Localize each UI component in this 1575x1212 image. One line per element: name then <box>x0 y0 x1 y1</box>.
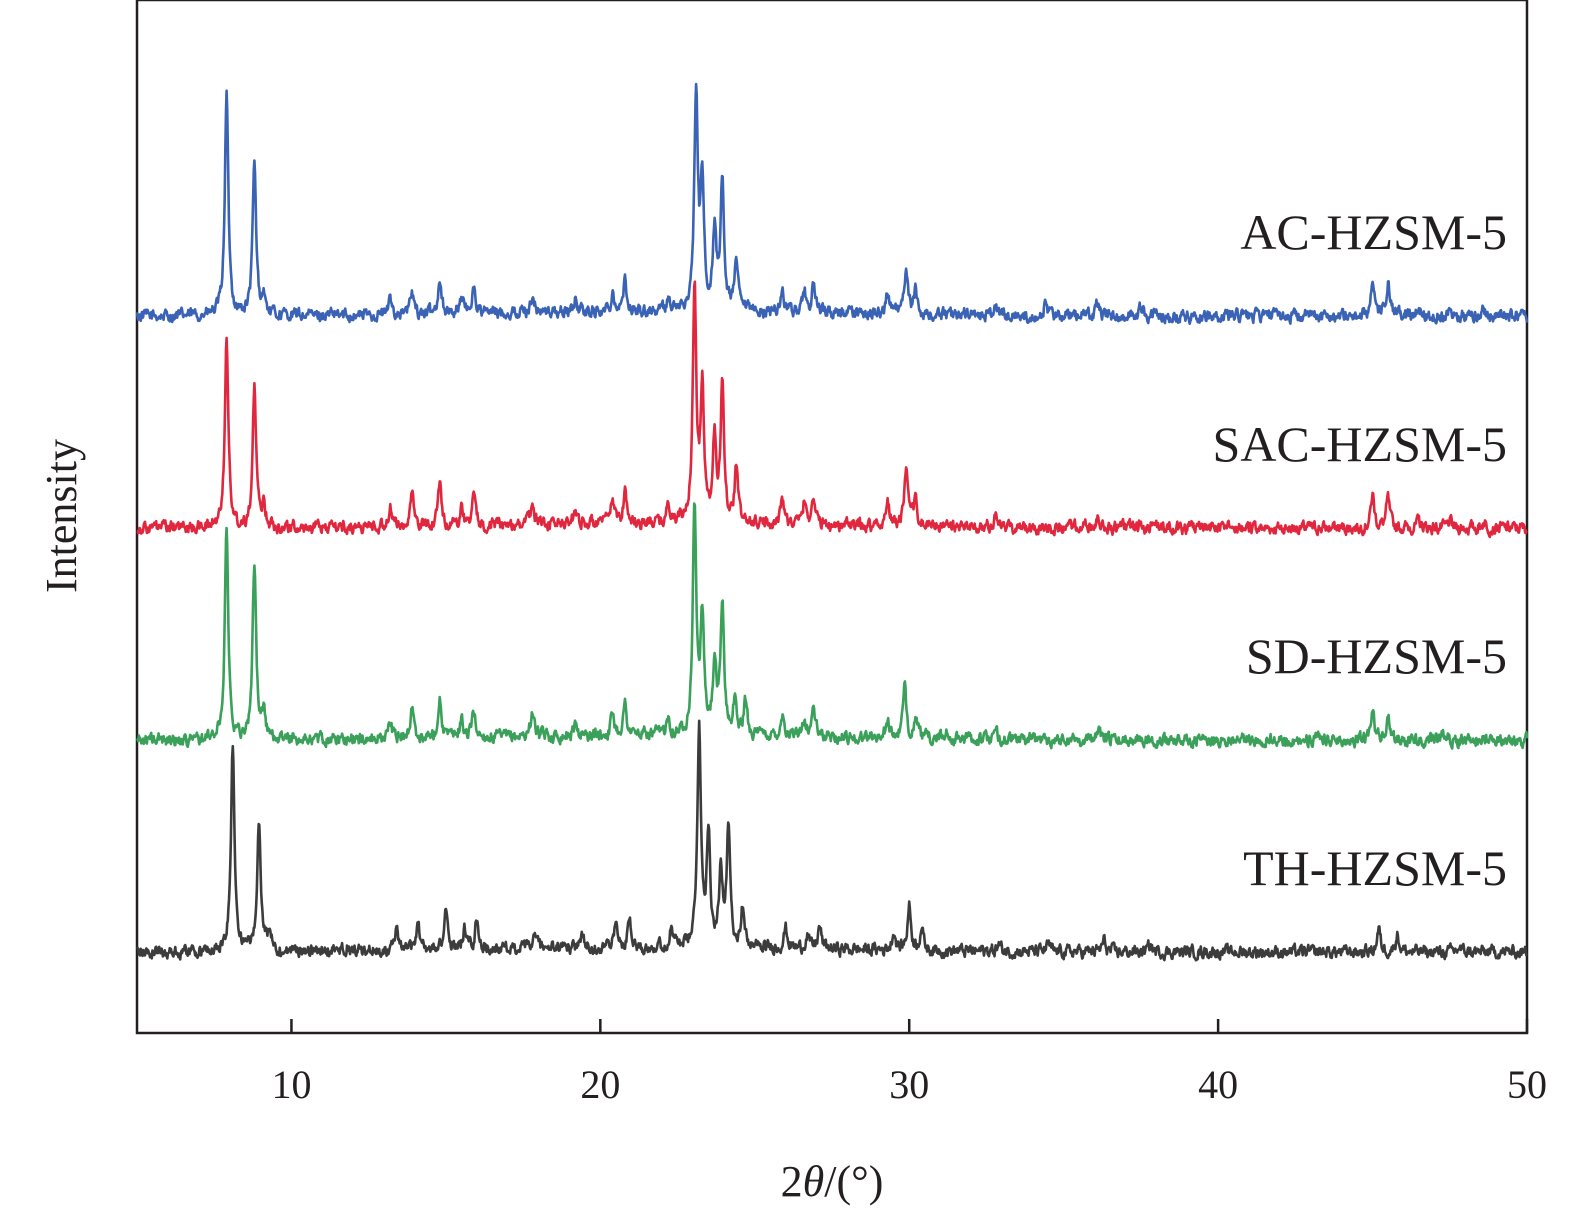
x-tick-label: 10 <box>271 1062 311 1107</box>
series-label-sd-hzsm-5: SD-HZSM-5 <box>1246 628 1507 684</box>
xrd-curves <box>135 82 1529 962</box>
series-line-sac-hzsm-5 <box>136 280 1528 539</box>
x-axis-title-theta: θ <box>803 1157 825 1206</box>
series-labels: AC-HZSM-5 SAC-HZSM-5 SD-HZSM-5 TH-HZSM-5 <box>1213 204 1507 896</box>
x-tick-label: 40 <box>1198 1062 1238 1107</box>
x-tick-label: 50 <box>1507 1062 1547 1107</box>
series-line-ac-hzsm-5 <box>135 82 1529 325</box>
x-axis-title-prefix: 2 <box>781 1157 803 1206</box>
x-axis-title: 2θ/(°) <box>781 1157 884 1206</box>
series-label-sac-hzsm-5: SAC-HZSM-5 <box>1213 416 1507 472</box>
x-tick-label: 20 <box>580 1062 620 1107</box>
x-axis-title-suffix: /(°) <box>824 1157 883 1206</box>
series-line-sd-hzsm-5 <box>136 502 1529 750</box>
series-label-ac-hzsm-5: AC-HZSM-5 <box>1240 204 1507 260</box>
series-line-th-hzsm-5 <box>135 719 1528 962</box>
x-axis-ticks: 10 20 30 40 50 <box>271 1019 1547 1107</box>
x-tick-label: 30 <box>889 1062 929 1107</box>
series-label-th-hzsm-5: TH-HZSM-5 <box>1243 840 1507 896</box>
y-axis-title: Intensity <box>37 439 86 593</box>
plot-frame <box>135 0 1529 1035</box>
